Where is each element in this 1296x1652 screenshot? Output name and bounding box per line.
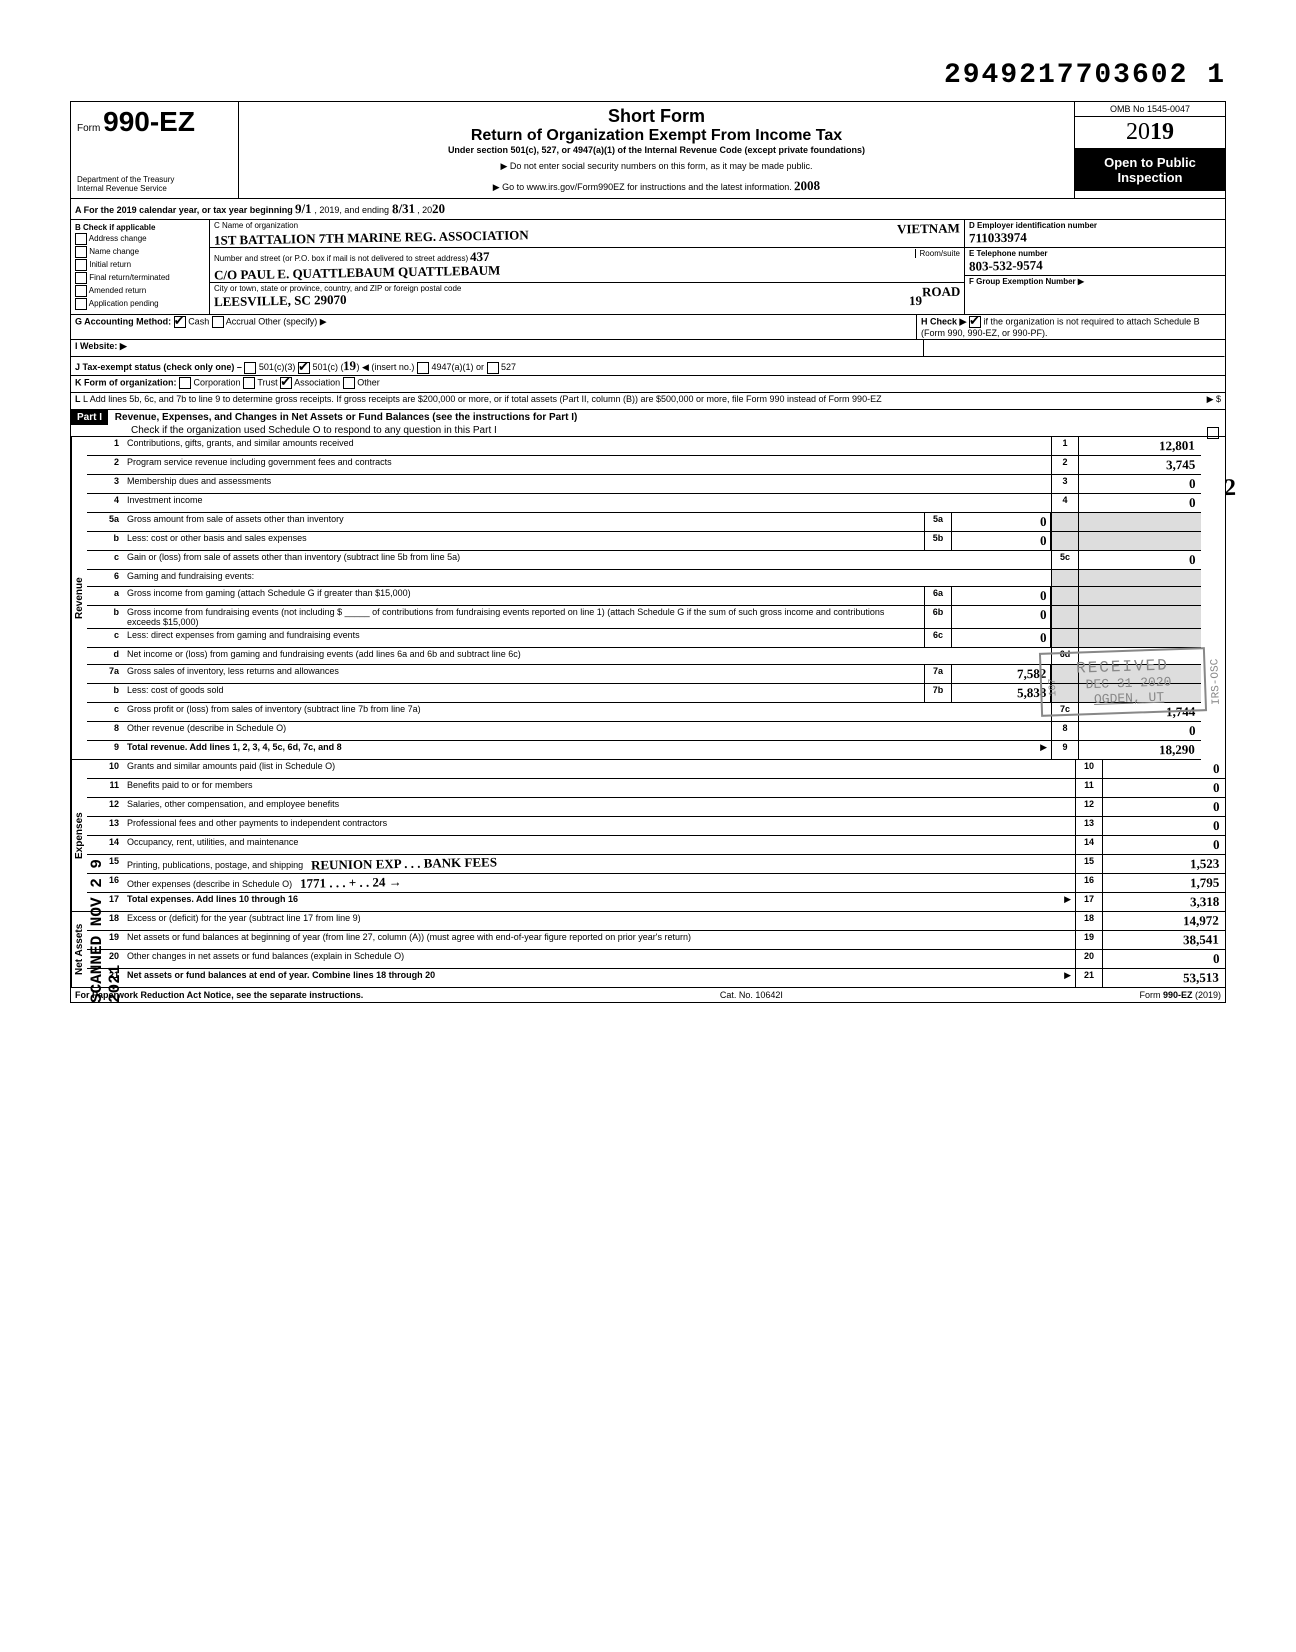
line-c: cGain or (loss) from sale of assets othe… bbox=[87, 551, 1201, 570]
cb-name-change[interactable] bbox=[75, 246, 87, 258]
tax-year: 2019 bbox=[1075, 117, 1225, 149]
phone-row: E Telephone number 803-532-9574 bbox=[965, 248, 1225, 276]
cb-4947a1[interactable] bbox=[417, 362, 429, 374]
omb-number: OMB No 1545-0047 bbox=[1075, 102, 1225, 117]
ein-row: D Employer identification number 7110339… bbox=[965, 220, 1225, 248]
line-14: 14Occupancy, rent, utilities, and mainte… bbox=[87, 836, 1225, 855]
line-4: 4Investment income40 bbox=[87, 494, 1201, 513]
row-l-gross-receipts: L L Add lines 5b, 6c, and 7b to line 9 t… bbox=[71, 393, 1225, 410]
line-1: 1Contributions, gifts, grants, and simil… bbox=[87, 437, 1201, 456]
org-city-value: LEESVILLE, SC 29070 bbox=[214, 292, 347, 310]
line-c: cGross profit or (loss) from sales of in… bbox=[87, 703, 1201, 722]
cb-address-change[interactable] bbox=[75, 233, 87, 245]
row-g-accounting: G Accounting Method: Cash Accrual Other … bbox=[71, 315, 1225, 340]
revenue-side-label: Revenue bbox=[71, 437, 87, 759]
cb-schedule-o-part1[interactable] bbox=[1207, 427, 1219, 439]
col-b-checkboxes: B Check if applicable Address change Nam… bbox=[71, 220, 210, 314]
ssn-warning: ▶ Do not enter social security numbers o… bbox=[247, 161, 1066, 172]
cb-amended-return[interactable] bbox=[75, 285, 87, 297]
expenses-side-label: Expenses bbox=[71, 760, 87, 911]
form-subtitle: Under section 501(c), 527, or 4947(a)(1)… bbox=[247, 145, 1066, 155]
line-16: 16Other expenses (describe in Schedule O… bbox=[87, 874, 1225, 893]
form-number: Form 990-EZ bbox=[77, 106, 232, 138]
cb-schedule-b[interactable] bbox=[969, 316, 981, 328]
cb-other-org[interactable] bbox=[343, 377, 355, 389]
org-street-row: Number and street (or P.O. box if mail i… bbox=[210, 248, 964, 283]
org-name-value: 1ST BATTALION 7TH MARINE REG. ASSOCIATIO… bbox=[214, 227, 529, 248]
part-1-header: Part I Revenue, Expenses, and Changes in… bbox=[71, 410, 1225, 437]
received-stamp: RECEIVED 107 DEC 31 2020 OGDEN, UT IRS-O… bbox=[1039, 647, 1207, 717]
cb-initial-return[interactable] bbox=[75, 259, 87, 271]
instructions-link: ▶ Go to www.irs.gov/Form990EZ for instru… bbox=[247, 178, 1066, 194]
ein-value: 711033974 bbox=[969, 229, 1027, 246]
line-11: 11Benefits paid to or for members110 bbox=[87, 779, 1225, 798]
line-8: 8Other revenue (describe in Schedule O)8… bbox=[87, 722, 1201, 741]
line-10: 10Grants and similar amounts paid (list … bbox=[87, 760, 1225, 779]
line-6: 6Gaming and fundraising events: bbox=[87, 570, 1201, 587]
dln-number: 2949217703602 1 bbox=[70, 60, 1226, 91]
cb-association[interactable] bbox=[280, 377, 292, 389]
form-header: Form 990-EZ Department of the Treasury I… bbox=[71, 102, 1225, 199]
open-inspection: Open to Public Inspection bbox=[1075, 149, 1225, 191]
line-a: aGross income from gaming (attach Schedu… bbox=[87, 587, 1201, 606]
line-b: bLess: cost or other basis and sales exp… bbox=[87, 532, 1201, 551]
form-title: Return of Organization Exempt From Incom… bbox=[247, 127, 1066, 145]
line-19: 19Net assets or fund balances at beginni… bbox=[87, 931, 1225, 950]
line-c: cLess: direct expenses from gaming and f… bbox=[87, 629, 1201, 648]
cb-cash[interactable] bbox=[174, 316, 186, 328]
row-a-tax-year: A For the 2019 calendar year, or tax yea… bbox=[71, 199, 1225, 220]
trailing-hand-2: 2 bbox=[1224, 475, 1236, 502]
cb-501c3[interactable] bbox=[244, 362, 256, 374]
cb-527[interactable] bbox=[487, 362, 499, 374]
line-18: 18Excess or (deficit) for the year (subt… bbox=[87, 912, 1225, 931]
row-j-tax-status: J Tax-exempt status (check only one) – 5… bbox=[71, 357, 1225, 376]
cb-trust[interactable] bbox=[243, 377, 255, 389]
netassets-side-label: Net Assets bbox=[71, 912, 87, 987]
line-3: 3Membership dues and assessments30 bbox=[87, 475, 1201, 494]
cb-corporation[interactable] bbox=[179, 377, 191, 389]
line-21: 21Net assets or fund balances at end of … bbox=[87, 969, 1225, 987]
line-2: 2Program service revenue including gover… bbox=[87, 456, 1201, 475]
short-form-label: Short Form bbox=[247, 106, 1066, 127]
org-name-row: C Name of organization VIETNAM 1ST BATTA… bbox=[210, 220, 964, 248]
row-k-form-org: K Form of organization: Corporation Trus… bbox=[71, 376, 1225, 393]
group-exemption-row: F Group Exemption Number ▶ bbox=[965, 276, 1225, 287]
org-city-row: City or town, state or province, country… bbox=[210, 283, 964, 310]
line-b: bLess: cost of goods sold7b5,838 bbox=[87, 684, 1201, 703]
cb-application-pending[interactable] bbox=[75, 298, 87, 310]
line-20: 20Other changes in net assets or fund ba… bbox=[87, 950, 1225, 969]
line-12: 12Salaries, other compensation, and empl… bbox=[87, 798, 1225, 817]
phone-value: 803-532-9574 bbox=[969, 257, 1043, 274]
line-17: 17Total expenses. Add lines 10 through 1… bbox=[87, 893, 1225, 911]
cb-501c[interactable] bbox=[298, 362, 310, 374]
footer-mid: Cat. No. 10642I bbox=[720, 990, 783, 1000]
org-street-value: C/O PAUL E. QUATTLEBAUM QUATTLEBAUM bbox=[214, 263, 501, 284]
scanned-stamp: SCANNED NOV 2 9 2021 bbox=[88, 840, 124, 1003]
line-13: 13Professional fees and other payments t… bbox=[87, 817, 1225, 836]
dept-irs: Internal Revenue Service bbox=[77, 185, 232, 194]
line-15: 15Printing, publications, postage, and s… bbox=[87, 855, 1225, 874]
row-i-website: I Website: ▶ bbox=[71, 340, 1225, 357]
footer-right: Form 990-EZ (2019) bbox=[1139, 990, 1221, 1000]
cb-accrual[interactable] bbox=[212, 316, 224, 328]
line-d: dNet income or (loss) from gaming and fu… bbox=[87, 648, 1201, 665]
line-b: bGross income from fundraising events (n… bbox=[87, 606, 1201, 629]
cb-final-return[interactable] bbox=[75, 272, 87, 284]
line-7a: 7aGross sales of inventory, less returns… bbox=[87, 665, 1201, 684]
line-9: 9Total revenue. Add lines 1, 2, 3, 4, 5c… bbox=[87, 741, 1201, 759]
line-5a: 5aGross amount from sale of assets other… bbox=[87, 513, 1201, 532]
